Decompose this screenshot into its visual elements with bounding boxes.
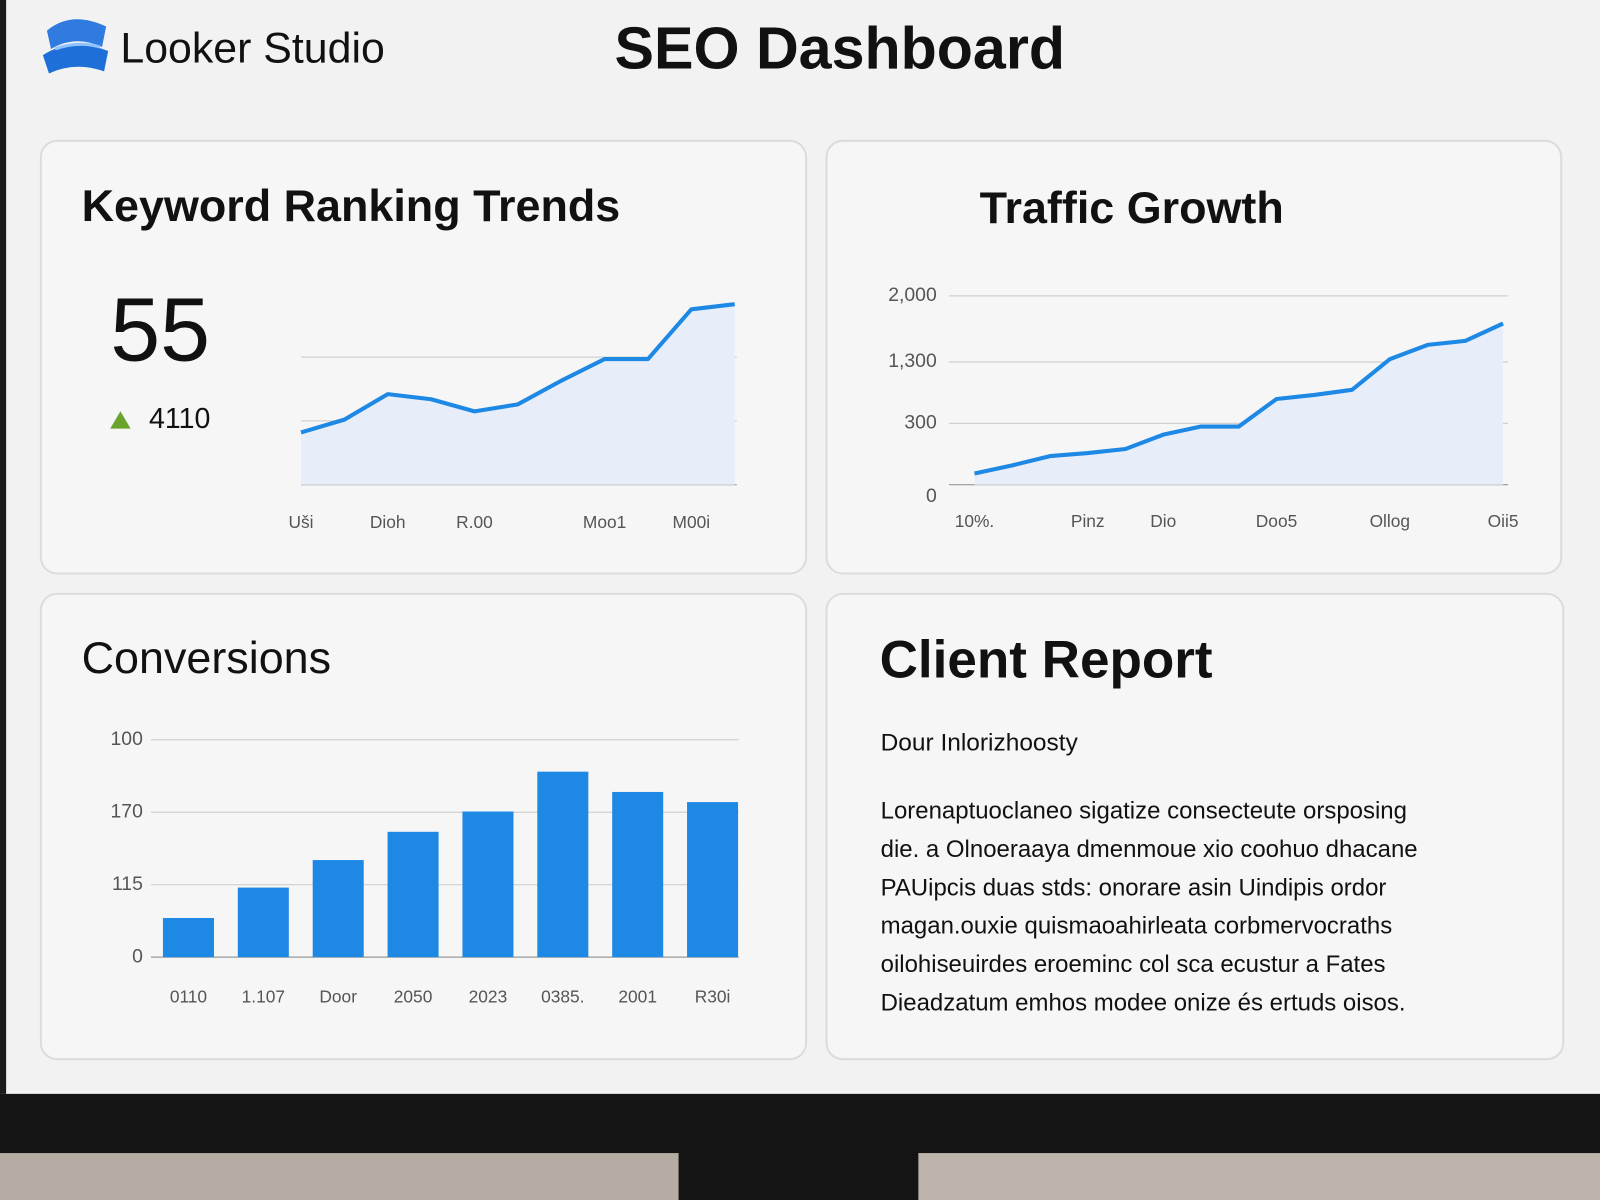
page-title: SEO Dashboard [615,15,1065,82]
y-tick-label: 0 [132,945,143,967]
x-tick-label: Oii5 [1488,511,1519,531]
report-subtitle: Dour Inlorizhoosty [881,729,1079,756]
x-tick-label: 2050 [394,987,433,1007]
chart-title: Traffic Growth [980,182,1284,233]
x-tick-label: Moo1 [583,512,626,532]
x-tick-label: 2023 [469,987,508,1007]
x-tick-label: 0110 [170,987,207,1007]
report-line: die. a Olnoeraaya dmenmoue xio coohuo dh… [881,836,1418,863]
report-line: Dieadzatum emhos modee onize és ertuds o… [881,989,1406,1016]
kpi-value: 55 [110,280,210,380]
x-tick-label: Dioh [370,512,406,532]
x-tick-label: 10%. [955,511,995,531]
bar [162,918,214,958]
x-tick-label: 0385. [541,987,584,1007]
report-line: oilohiseuirdes eroeminc col sca ecustur … [881,951,1386,978]
chart-title: Keyword Ranking Trends [82,180,621,231]
y-tick-label: 115 [112,873,143,895]
x-tick-label: Door [319,987,357,1007]
bar [687,802,739,958]
x-tick-label: M00i [673,512,711,532]
area [301,304,735,485]
x-tick-label: R30i [695,987,731,1007]
report-body: Lorenaptuoclaneo sigatize consecteute or… [881,798,1418,1017]
line [974,321,1504,476]
bezel [0,0,7,1094]
area [974,323,1504,485]
y-tick-label: 100 [111,728,144,750]
bar [237,887,289,958]
kpi-change: 4110 [149,403,210,435]
x-tick-label: Pinz [1071,511,1105,531]
x-tick-label: Ollog [1370,511,1410,531]
x-tick-label: Uši [289,512,314,532]
x-tick-label: 1.107 [242,987,285,1007]
x-tick-label: 2001 [618,987,657,1007]
bar [387,831,439,958]
bar [537,771,589,958]
y-tick-label: 1,300 [888,350,937,372]
report-line: magan.ouxie quismaoahirleata corbmervocr… [881,913,1393,940]
desk [918,1153,1600,1200]
bar [312,860,364,958]
up-arrow [110,411,131,429]
report-line: PAUipcis duas stds: onorare asin Uindipi… [881,874,1387,901]
x-tick-label: Doo5 [1256,511,1297,531]
y-tick-label: 0 [926,485,937,507]
bar [612,791,664,958]
logo [42,19,109,74]
panel [825,592,1565,1061]
y-tick-label: 2,000 [888,284,937,306]
report-title: Client Report [880,630,1213,689]
report-line: Lorenaptuoclaneo sigatize consecteute or… [881,798,1407,825]
line [300,302,735,435]
y-tick-label: 170 [111,800,144,822]
y-tick-label: 300 [904,411,937,433]
chart-title: Conversions [82,632,331,683]
desk [0,1153,679,1200]
x-tick-label: Dio [1150,511,1176,531]
brand: Looker Studio [120,24,384,72]
x-tick-label: R.00 [456,512,493,532]
bar [462,811,514,958]
